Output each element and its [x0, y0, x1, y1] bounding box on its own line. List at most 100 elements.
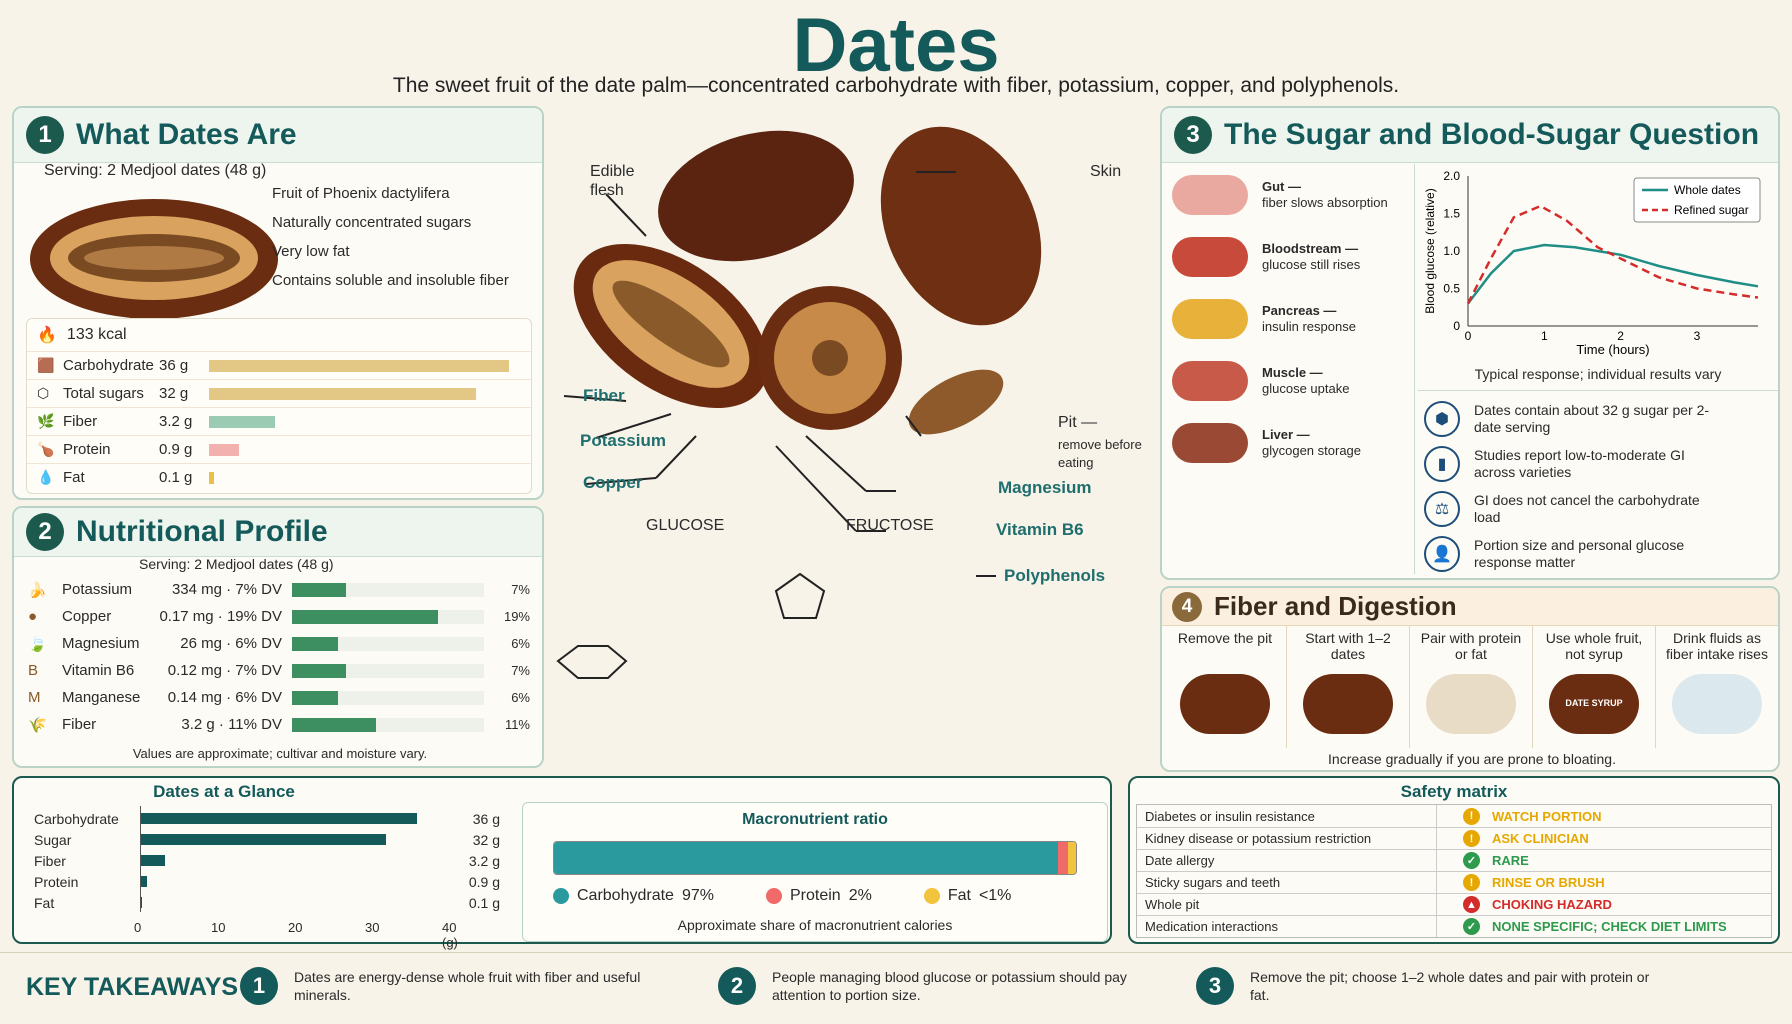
nutrient-bar: [209, 471, 214, 484]
dv-bar: [292, 690, 339, 705]
safety-status: ASK CLINICIAN: [1492, 831, 1589, 846]
step-text: Pancreas — insulin response: [1262, 303, 1356, 335]
mineral-value: 0.14 mg · 6% DV: [167, 689, 282, 706]
fiber-tip: Pair with protein or fat: [1410, 626, 1533, 748]
nutrient-icon: ⬡: [37, 385, 50, 401]
panel-fiber-digestion: 4 Fiber and Digestion Remove the pit Start…: [1160, 586, 1780, 772]
nutrient-icon: 🌿: [37, 413, 55, 429]
pathway-step: Liver — glycogen storage: [1172, 412, 1412, 474]
dv-bar-track: [292, 636, 484, 651]
dv-bar: [292, 663, 346, 678]
fact-icon: ⚖: [1424, 490, 1460, 527]
x-tick-label: 0: [1465, 329, 1472, 343]
callout-4: Contains soluble and insoluble fiber: [272, 272, 509, 289]
label-copper: Copper: [583, 473, 643, 492]
takeaway-number: 3: [1196, 967, 1234, 1005]
step-desc: glycogen storage: [1262, 443, 1362, 458]
panel-1-title: What Dates Are: [76, 118, 297, 151]
macro-box: Macronutrient ratio Carbohydrate 97% Prote…: [522, 802, 1108, 942]
nutrient-value: 3.2 g: [159, 413, 193, 430]
glance-bar-track: [140, 897, 460, 908]
panel-4-header: 4 Fiber and Digestion: [1162, 588, 1778, 626]
nutrient-label: Fiber: [63, 413, 98, 430]
label-fiber: Fiber: [583, 386, 625, 405]
nutrient-label: Protein: [63, 441, 111, 458]
safety-row: Whole pit ▲ CHOKING HAZARD: [1137, 893, 1771, 915]
fact-text: Dates contain about 32 g sugar per 2-dat…: [1474, 401, 1710, 435]
glance-bar-track: [140, 813, 460, 824]
safety-status: RINSE OR BRUSH: [1492, 875, 1605, 890]
safety-row: Medication interactions ✓ NONE SPECIFIC; C…: [1137, 915, 1771, 937]
label-pit: Pit —: [1058, 414, 1098, 431]
panel-4-number: 4: [1172, 591, 1202, 622]
pathway-step: Bloodstream — glucose still rises: [1172, 226, 1412, 288]
nutrient-value: 36 g: [159, 357, 189, 374]
tip-illustration: DATE SYRUP: [1549, 674, 1639, 734]
safety-item: Kidney disease or potassium restriction: [1137, 828, 1437, 849]
safety-status: RARE: [1492, 853, 1529, 868]
glance-bar: [140, 855, 165, 866]
dv-bar: [292, 636, 339, 651]
safety-status: NONE SPECIFIC; CHECK DIET LIMITS: [1492, 919, 1727, 934]
macro-stacked-bar: [553, 841, 1077, 875]
macro-legend-item: Protein 2%: [765, 887, 872, 905]
x-tick-label: 2: [1617, 329, 1624, 343]
fact-item: 👤 Portion size and personal glucose respo…: [1424, 531, 1774, 576]
safety-item: Sticky sugars and teeth: [1137, 872, 1437, 893]
mineral-icon: 🍌: [28, 581, 47, 599]
y-tick-label: 0.5: [1443, 282, 1460, 296]
mineral-value: 0.17 mg · 19% DV: [159, 608, 282, 625]
step-name: Gut —: [1262, 179, 1301, 194]
safety-title: Safety matrix: [1400, 782, 1508, 801]
pathway-step: Pancreas — insulin response: [1172, 288, 1412, 350]
panel-2-number: 2: [26, 513, 64, 551]
dv-percent: 19%: [503, 609, 530, 624]
chart-caption: Typical response; individual results var…: [1474, 366, 1722, 382]
glance-bar: [140, 813, 418, 824]
dv-bar-track: [292, 717, 484, 732]
nutrient-label: Total sugars: [63, 385, 144, 402]
panel-3-title: The Sugar and Blood-Sugar Question: [1224, 118, 1760, 151]
panel-safety-matrix: Safety matrix Diabetes or insulin resist…: [1128, 776, 1780, 944]
macro-title: Macronutrient ratio: [742, 811, 888, 828]
series-line-1: [1467, 243, 1759, 305]
glance-label: Fiber: [34, 852, 66, 869]
mineral-icon: M: [28, 689, 41, 706]
panel-at-a-glance: Dates at a Glance Carbohydrate 36 g Sugar 3…: [12, 776, 1112, 950]
series-line-2: [1466, 204, 1759, 305]
nutrient-bar-track: [209, 443, 509, 456]
glance-title: Dates at a Glance: [153, 782, 295, 801]
pathway-step: Gut — fiber slows absorption: [1172, 164, 1412, 226]
nutrient-bar: [209, 359, 509, 372]
callout-1: Fruit of Phoenix dactylifera: [272, 185, 450, 202]
glance-value: 0.9 g: [468, 873, 500, 890]
ok-icon: ✓: [1463, 852, 1480, 869]
serving-label: Serving: 2 Medjool dates (48 g): [44, 162, 267, 179]
mineral-label: Magnesium: [62, 635, 140, 652]
fact-icon: ▮: [1424, 445, 1460, 482]
fact-icon: ⬢: [1424, 400, 1460, 437]
tip-label: Remove the pit: [1177, 630, 1273, 646]
step-name: Bloodstream —: [1262, 241, 1359, 256]
glance-label: Carbohydrate: [34, 810, 119, 827]
safety-row: Sticky sugars and teeth! RINSE OR BRUSH: [1137, 871, 1771, 893]
nutrient-value: 0.1 g: [159, 469, 193, 486]
macro-row: 🍗 Protein 0.9 g: [27, 435, 531, 463]
nutrient-icon: 🟫: [37, 357, 55, 373]
mineral-value: 26 mg · 6% DV: [180, 635, 282, 652]
mineral-value: 0.12 mg · 7% DV: [167, 662, 282, 679]
y-axis-label: Blood glucose (relative): [1423, 188, 1437, 313]
step-desc: glucose uptake: [1262, 381, 1350, 396]
fact-item: ⬢ Dates contain about 32 g sugar per 2-da…: [1424, 396, 1774, 441]
nutrient-bar: [209, 415, 275, 428]
y-tick-label: 0: [1453, 319, 1460, 333]
tip-illustration: [1303, 674, 1393, 734]
dv-bar: [292, 582, 346, 597]
safety-status: WATCH PORTION: [1492, 808, 1602, 824]
fructose-label: FRUCTOSE: [846, 517, 934, 534]
label-potassium: Potassium: [580, 431, 666, 450]
x-axis-label: Time (hours): [1576, 342, 1649, 357]
fiber-tip: Start with 1–2 dates: [1287, 626, 1410, 748]
glance-tick: 20: [288, 920, 303, 935]
mineral-row: M Manganese 0.14 mg · 6% DV 6%: [28, 684, 538, 711]
